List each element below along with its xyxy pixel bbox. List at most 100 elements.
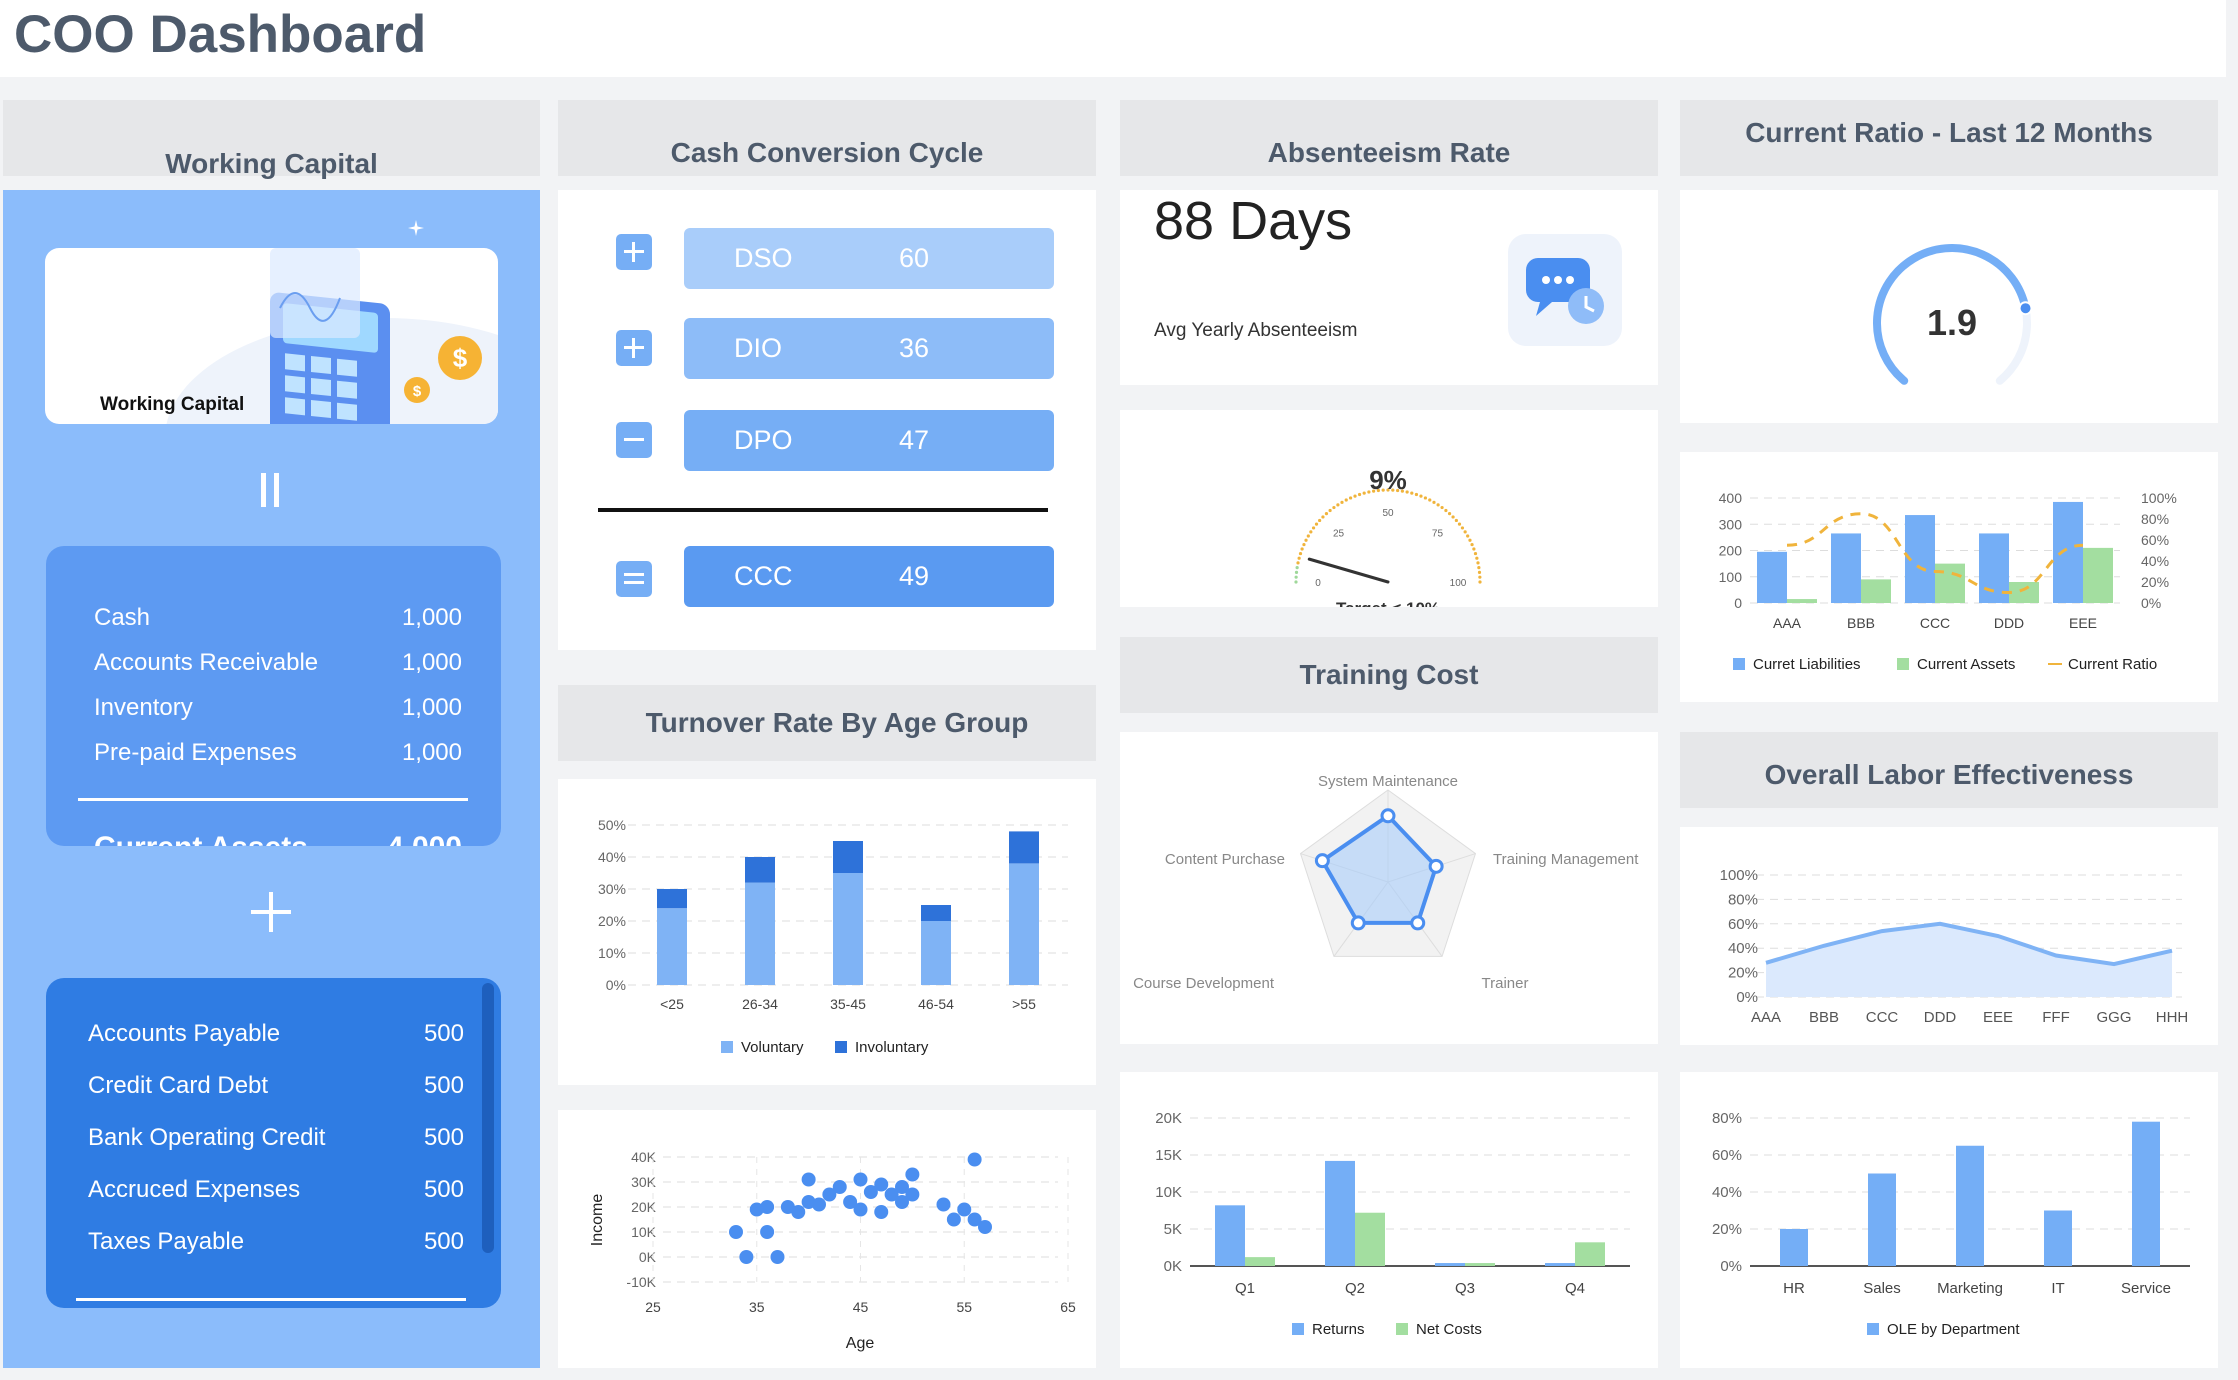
- assets-divider: [78, 798, 468, 801]
- turnover-legend-label: Voluntary: [741, 1039, 804, 1056]
- plus-button-dio[interactable]: [616, 330, 652, 366]
- gauge-dot: [1478, 575, 1482, 579]
- gauge-dot: [1477, 570, 1482, 574]
- returns-costs-chart: 0K 5K 10K 15K 20K Q1 Q2 Q3 Q4 Returns Net Costs: [1155, 1110, 1630, 1338]
- returns-xtick: Q3: [1455, 1280, 1475, 1297]
- gauge-dot: [1306, 534, 1310, 538]
- turnover-ytick: 20%: [598, 913, 626, 929]
- svg-text:$: $: [413, 383, 422, 400]
- cr-legend-label: Current Ratio: [2068, 656, 2157, 673]
- ole-ytick: 20%: [1712, 1221, 1742, 1238]
- svg-text:$: $: [453, 343, 468, 373]
- scatter-point: [967, 1152, 982, 1167]
- gauge-tick: 0: [1315, 578, 1321, 589]
- gauge-dot: [1295, 566, 1299, 570]
- liability-row-payable: Accounts Payable 500: [88, 1020, 464, 1047]
- cr-ytick-right: 40%: [2141, 553, 2169, 569]
- gauge-dot: [1428, 498, 1432, 502]
- returns-bar: [1325, 1160, 1355, 1266]
- turnover-bar: [657, 889, 687, 909]
- current-assets-total: Current Assets4,000: [94, 831, 462, 846]
- scatter-ytick: -10K: [626, 1274, 656, 1290]
- returns-ytick: 0K: [1164, 1258, 1182, 1275]
- ole-ytick: 60%: [1712, 1147, 1742, 1164]
- scatter-point: [905, 1167, 920, 1182]
- turnover-legend-label: Involuntary: [855, 1039, 929, 1056]
- ole-ytick: 0%: [1720, 1258, 1742, 1275]
- current-liabilities-box[interactable]: Accounts Payable 500 Credit Card Debt 500 …: [46, 978, 501, 1308]
- cr-ytick-right: 60%: [2141, 532, 2169, 548]
- plus-button-dso[interactable]: [616, 234, 652, 270]
- current-ratio-gauge: [1873, 244, 2033, 385]
- gauge-dot: [1410, 491, 1414, 495]
- gauge-dot: [1470, 542, 1474, 547]
- scatter-ytick: 20K: [631, 1199, 657, 1215]
- current-assets-list: Cash 1,000 Accounts Receivable 1,000 Inven…: [94, 604, 462, 784]
- returns-bar: [1465, 1263, 1495, 1266]
- ccc-row-ccc: CCC 49: [684, 546, 1054, 607]
- gauge-dot: [1405, 490, 1409, 494]
- gauge-dot: [1475, 556, 1479, 560]
- gauge-dot: [1476, 561, 1480, 565]
- ole-bar: [1956, 1145, 1984, 1266]
- radar-point: [1350, 915, 1366, 931]
- cr-legend-label: Curret Liabilities: [1753, 656, 1861, 673]
- equals-button-ccc[interactable]: [616, 561, 652, 597]
- returns-bar: [1575, 1242, 1605, 1266]
- scatter-point: [780, 1200, 795, 1214]
- turnover-xtick: 46-54: [918, 996, 954, 1012]
- ole-bar: [1780, 1229, 1808, 1266]
- gauge-dot: [1353, 494, 1357, 498]
- scatter-point: [936, 1197, 951, 1212]
- ole-legend-swatch: [1867, 1323, 1879, 1335]
- gauge-tick: 75: [1432, 529, 1444, 540]
- area-ytick: 80%: [1728, 891, 1758, 908]
- gauge-needle: [1307, 557, 1390, 584]
- turnover-bar: [657, 908, 687, 985]
- gauge-dot: [1357, 492, 1362, 497]
- gauge-dot: [1472, 547, 1476, 551]
- ole-bar: [1868, 1173, 1896, 1266]
- ole-xtick: Sales: [1863, 1280, 1901, 1297]
- area-xtick: DDD: [1924, 1009, 1957, 1026]
- cr-ytick-right: 20%: [2141, 574, 2169, 590]
- ole-xtick: HR: [1783, 1280, 1805, 1297]
- ole-ytick: 40%: [1712, 1184, 1742, 1201]
- ole-legend-label: OLE by Department: [1887, 1321, 2020, 1338]
- area-xtick: CCC: [1866, 1009, 1899, 1026]
- absenteeism-header-title: Absenteeism Rate: [1267, 137, 1511, 168]
- gauge-dot: [1328, 508, 1332, 513]
- liabilities-scrollbar[interactable]: [482, 983, 494, 1253]
- training-cost-header: Training Cost: [1120, 637, 1658, 713]
- scatter-point: [791, 1205, 806, 1219]
- gauge-dot: [1332, 505, 1336, 510]
- radar-point: [1410, 915, 1426, 931]
- turnover-bar: [921, 921, 951, 985]
- cr-bar: [2009, 582, 2039, 603]
- scatter-xtick: 45: [853, 1299, 869, 1315]
- returns-xtick: Q1: [1235, 1280, 1255, 1297]
- training-radar-panel: System Maintenance Training Management Tra…: [1120, 732, 1658, 1044]
- scatter-point: [978, 1220, 992, 1234]
- radar-axis-label: System Maintenance: [1318, 773, 1458, 790]
- gauge-dot: [1386, 488, 1390, 492]
- area-xtick: HHH: [2156, 1009, 2189, 1026]
- gauge-dot: [1478, 580, 1482, 584]
- gauge-dot: [1294, 570, 1299, 574]
- area-ytick: 0%: [1736, 989, 1758, 1006]
- scatter-point: [946, 1212, 961, 1227]
- absenteeism-gauge-panel: 0 25 50 75 100 9% Target < 10%: [1120, 410, 1658, 607]
- equals-symbol: [261, 473, 281, 507]
- scatter-point: [760, 1200, 775, 1214]
- income-age-chart: -10K 0K 10K 20K 30K 40K 25 35 45 55 65 Age Income: [589, 1149, 1076, 1352]
- scatter-point: [853, 1202, 868, 1217]
- minus-button-dpo[interactable]: [616, 422, 652, 458]
- cr-ytick-right: 100%: [2141, 490, 2177, 506]
- absenteeism-gauge: 0 25 50 75 100 9% Target < 10%: [1294, 465, 1482, 607]
- gauge-dot: [1414, 492, 1419, 497]
- gauge-tick: 25: [1333, 529, 1345, 540]
- ratio-gauge-knob: [2018, 301, 2033, 316]
- training-radar-chart: System Maintenance Training Management Tra…: [1133, 773, 1639, 992]
- cr-ytick-left: 200: [1719, 543, 1743, 559]
- scatter-xtick: 65: [1060, 1299, 1076, 1315]
